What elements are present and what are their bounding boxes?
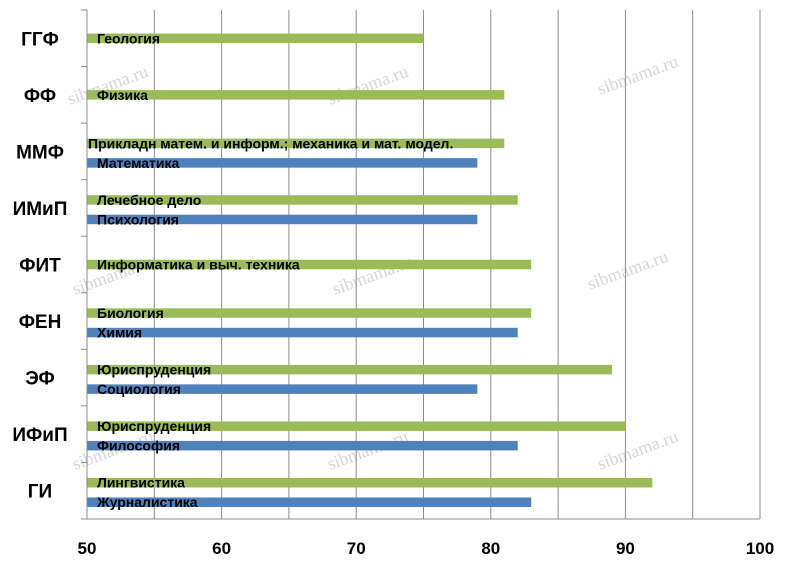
bar xyxy=(87,90,505,100)
category-label: ГИ xyxy=(28,482,52,503)
category-label: ЭФ xyxy=(25,369,54,390)
bar-label: Социология xyxy=(97,381,181,397)
axes xyxy=(81,9,760,520)
category-label: ИФиП xyxy=(12,425,67,446)
bar-label: Информатика и выч. техника xyxy=(97,257,300,273)
bar xyxy=(87,364,612,375)
category-label: ГГФ xyxy=(21,29,59,50)
bar xyxy=(87,308,532,318)
watermark-text: sibmama.ru xyxy=(595,51,681,99)
category-label: ММФ xyxy=(16,142,64,163)
x-tick-label: 100 xyxy=(746,539,774,558)
bar-label: Физика xyxy=(97,87,148,103)
x-tick-label: 80 xyxy=(481,539,500,558)
x-tick-label: 60 xyxy=(212,539,231,558)
bar-label: Математика xyxy=(97,155,180,171)
watermark-text: sibmama.ru xyxy=(595,426,681,474)
bar xyxy=(87,384,478,394)
bar-label: Биология xyxy=(97,305,164,321)
bar-label: Психология xyxy=(97,211,179,227)
bar xyxy=(87,138,505,149)
x-tick-label: 50 xyxy=(78,539,97,558)
category-label: ФИТ xyxy=(19,256,61,277)
category-label: ИМиП xyxy=(13,199,68,220)
bar xyxy=(87,259,532,270)
x-tick-label: 70 xyxy=(347,539,366,558)
bar-label: Химия xyxy=(97,325,142,341)
bar xyxy=(87,195,518,205)
bar-label: Прикладн матем. и информ.; механика и ма… xyxy=(88,135,453,151)
bar-label: Журналистика xyxy=(96,494,198,510)
bars xyxy=(87,33,653,507)
category-label: ФФ xyxy=(24,86,56,107)
category-label: ФЕН xyxy=(19,312,62,333)
x-tick-label: 90 xyxy=(616,539,635,558)
bar xyxy=(87,33,424,44)
bar-label: Юриспруденция xyxy=(97,362,211,378)
watermark-text: sibmama.ru xyxy=(585,246,671,294)
bar xyxy=(87,158,478,168)
bar xyxy=(87,440,518,451)
bar-label: Юриспруденция xyxy=(97,418,211,434)
bar xyxy=(87,421,626,431)
bar xyxy=(87,327,518,338)
labels: 50 60 70 80 90 100 ГГФ Геология ФФ Физика ММФ Прикл… xyxy=(12,29,774,558)
bar-label: Лингвистика xyxy=(97,475,185,491)
watermark-text: sibmama.ru xyxy=(325,61,411,109)
bar xyxy=(87,214,478,225)
bar-label: Лечебное дело xyxy=(97,192,201,208)
bar xyxy=(87,477,653,488)
bar-label: Геология xyxy=(97,30,160,46)
bar xyxy=(87,497,532,507)
bar-label: Философия xyxy=(97,438,180,454)
watermark-text: sibmama.ru xyxy=(330,251,416,299)
